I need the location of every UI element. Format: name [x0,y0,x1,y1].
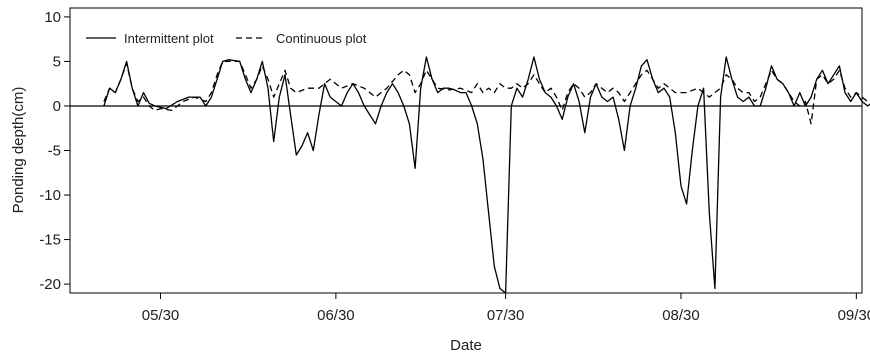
legend: Intermittent plot Continuous plot [86,31,367,46]
x-tick-label: 08/30 [662,307,700,324]
y-tick-label: -10 [39,187,61,204]
x-tick-label: 07/30 [487,307,525,324]
x-tick-label: 05/30 [142,307,180,324]
y-tick-label: -20 [39,276,61,293]
x-axis-title: Date [450,337,482,354]
y-tick-label: -5 [48,143,61,160]
x-axis-ticks: 05/30 06/30 07/30 08/30 09/30 [142,293,870,324]
plot-frame [69,7,863,294]
y-tick-label: 10 [44,9,61,26]
series-line-intermittent [103,56,870,294]
y-tick-label: -15 [39,232,61,249]
legend-label-intermittent: Intermittent plot [124,31,214,46]
y-axis-ticks: 10 5 0 -5 -10 -15 -20 [39,9,70,293]
legend-label-continuous: Continuous plot [276,31,367,46]
y-tick-label: 5 [53,53,61,70]
x-tick-label: 06/30 [317,307,355,324]
x-tick-label: 09/30 [838,307,870,324]
y-axis-title: Ponding depth(cm) [10,87,27,214]
y-tick-label: 0 [53,98,61,115]
series-layer [103,56,870,294]
